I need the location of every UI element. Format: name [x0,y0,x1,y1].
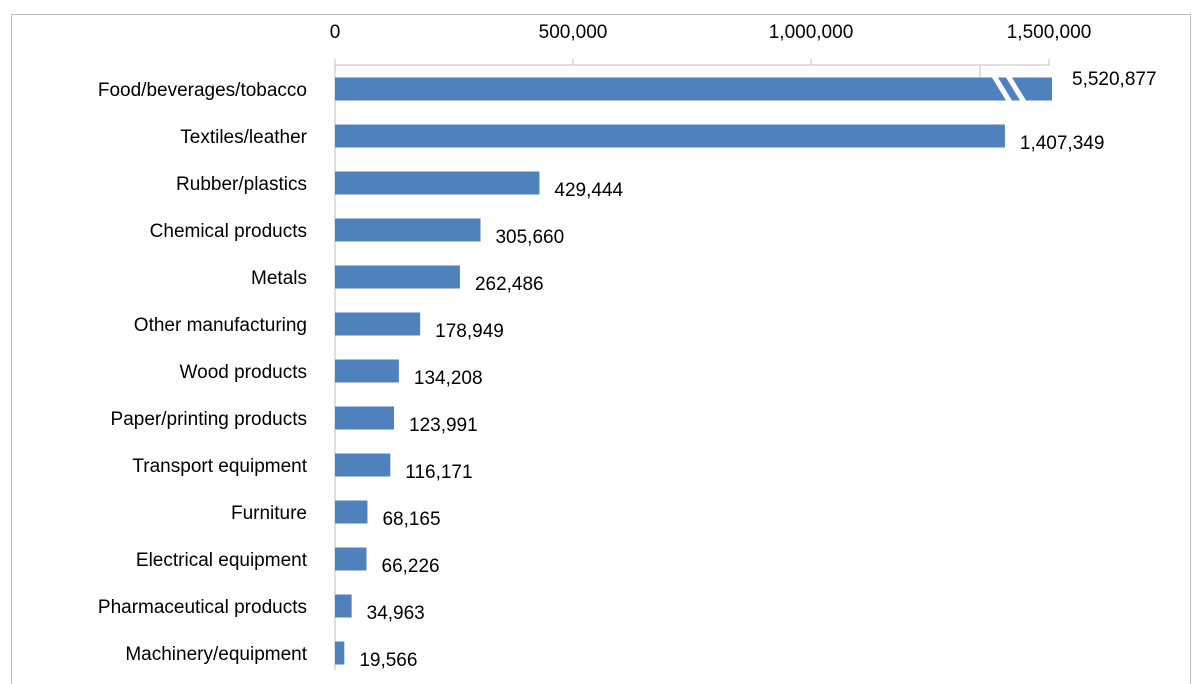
x-tick-label: 0 [330,22,341,43]
bar [335,547,367,571]
category-label: Other manufacturing [134,315,307,336]
data-label: 1,407,349 [1020,133,1105,154]
data-label: 305,660 [495,227,564,248]
bar [335,265,460,289]
category-label: Furniture [231,503,307,524]
category-label: Machinery/equipment [125,644,307,665]
x-tick-label: 500,000 [539,22,608,43]
bar [335,406,395,430]
x-tick-label: 1,000,000 [769,22,854,43]
bar [335,359,399,383]
axis-break-mark [992,77,1012,101]
bar [335,77,1052,101]
chart-frame [11,14,1191,684]
data-label: 178,949 [435,321,504,342]
bar [335,500,368,524]
bar [335,453,391,477]
data-label: 34,963 [367,603,425,624]
bar [335,641,345,665]
bar [335,218,481,242]
category-label: Transport equipment [132,456,307,477]
category-label: Rubber/plastics [176,174,307,195]
bar [335,594,352,618]
data-label: 429,444 [554,180,623,201]
bar [335,312,421,336]
data-label: 123,991 [409,415,478,436]
data-label: 19,566 [359,650,417,670]
category-label: Wood products [180,362,307,383]
data-label: 66,226 [382,556,440,577]
category-label: Electrical equipment [136,550,308,571]
category-label: Pharmaceutical products [98,597,307,618]
category-label: Chemical products [150,221,307,242]
bar [335,171,540,195]
data-label: 134,208 [414,368,483,389]
axis-break-mark [1006,77,1026,101]
category-label: Textiles/leather [180,127,307,148]
x-tick-label: 1,500,000 [1007,22,1092,43]
data-label: 116,171 [405,462,472,483]
data-label: 262,486 [475,274,544,295]
data-label: 68,165 [382,509,440,530]
category-label: Paper/printing products [111,409,307,430]
data-label: 5,520,877 [1072,69,1157,90]
bar-chart: 0 500,000 1,000,000 1,500,000 Food/beverages… [98,22,1157,670]
category-label: Food/beverages/tobacco [98,80,307,101]
bar [335,124,1005,148]
category-label: Metals [251,268,307,289]
